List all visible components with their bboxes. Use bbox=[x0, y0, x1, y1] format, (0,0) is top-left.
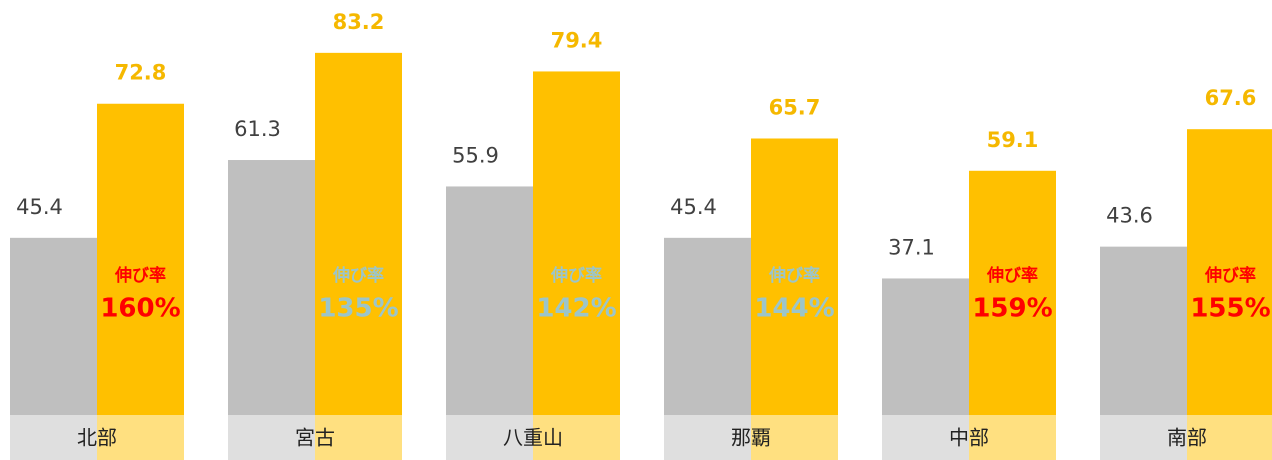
category-box bbox=[1100, 415, 1272, 460]
data-label: 59.1 bbox=[987, 128, 1039, 152]
bar bbox=[751, 138, 838, 460]
annotation-value: 135% bbox=[318, 294, 398, 324]
annotation-label: 伸び率 bbox=[986, 265, 1038, 286]
category-box bbox=[882, 415, 1056, 460]
annotation-label: 伸び率 bbox=[768, 265, 820, 286]
data-label: 67.6 bbox=[1205, 86, 1257, 110]
data-label: 61.3 bbox=[234, 117, 281, 141]
annotation-label: 伸び率 bbox=[1204, 265, 1256, 286]
data-label: 55.9 bbox=[452, 143, 499, 167]
x-tick-label: 北部 bbox=[77, 426, 117, 450]
category-box bbox=[664, 415, 838, 460]
data-label: 72.8 bbox=[115, 61, 167, 85]
annotation-value: 142% bbox=[536, 294, 616, 324]
annotation-label: 伸び率 bbox=[114, 265, 166, 286]
x-tick-label: 中部 bbox=[949, 426, 989, 450]
data-label: 83.2 bbox=[333, 10, 385, 34]
data-label: 79.4 bbox=[551, 28, 603, 52]
bar bbox=[1187, 129, 1272, 460]
bar bbox=[228, 160, 315, 460]
annotation-value: 144% bbox=[754, 294, 834, 324]
bar bbox=[533, 71, 620, 460]
data-label: 65.7 bbox=[769, 95, 821, 119]
annotation-label: 伸び率 bbox=[332, 265, 384, 286]
annotation-value: 155% bbox=[1190, 294, 1270, 324]
annotation-value: 159% bbox=[972, 294, 1052, 324]
data-label: 43.6 bbox=[1106, 204, 1153, 228]
bar bbox=[97, 103, 184, 460]
category-box bbox=[228, 415, 402, 460]
category-box bbox=[446, 415, 620, 460]
annotation-value: 160% bbox=[100, 294, 180, 324]
bar bbox=[446, 186, 533, 460]
annotation-label: 伸び率 bbox=[550, 265, 602, 286]
x-tick-label: 八重山 bbox=[503, 426, 563, 450]
category-box bbox=[10, 415, 184, 460]
bar bbox=[315, 52, 402, 460]
bar bbox=[969, 170, 1056, 460]
x-tick-label: 宮古 bbox=[295, 426, 335, 450]
x-tick-label: 那覇 bbox=[731, 426, 771, 450]
data-label: 45.4 bbox=[670, 195, 717, 219]
data-label: 37.1 bbox=[888, 235, 935, 259]
x-tick-label: 南部 bbox=[1167, 426, 1207, 450]
data-label: 45.4 bbox=[16, 195, 63, 219]
